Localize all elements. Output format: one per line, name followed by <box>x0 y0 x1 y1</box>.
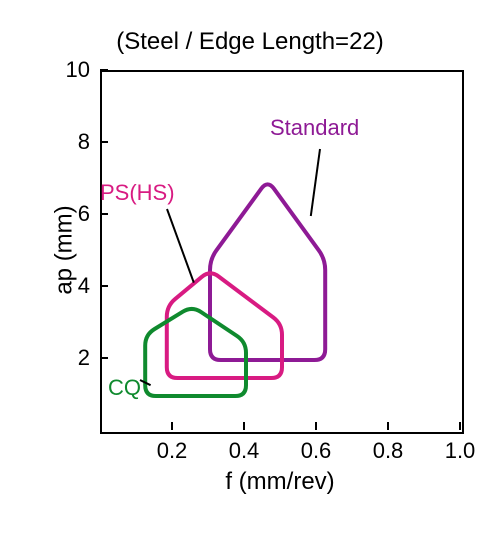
region-standard <box>210 184 325 360</box>
x-tick-mark <box>387 422 389 430</box>
series-label-standard: Standard <box>270 115 359 141</box>
region-cq <box>145 309 246 396</box>
y-tick-label: 6 <box>50 201 90 227</box>
series-label-cq: CQ <box>108 375 141 401</box>
y-tick-mark <box>100 285 108 287</box>
x-tick-label: 0.4 <box>229 438 260 464</box>
y-tick-label: 10 <box>50 57 90 83</box>
y-tick-label: 8 <box>50 129 90 155</box>
chart-title: (Steel / Edge Length=22) <box>0 28 500 56</box>
x-tick-mark <box>315 422 317 430</box>
series-label-pshs: PS(HS) <box>100 180 175 206</box>
leader-standard <box>311 149 320 216</box>
y-tick-mark <box>100 213 108 215</box>
x-tick-mark <box>171 422 173 430</box>
x-tick-label: 1.0 <box>445 438 476 464</box>
x-tick-mark <box>459 422 461 430</box>
chart-container: (Steel / Edge Length=22) ap (mm) f (mm/r… <box>0 0 500 550</box>
x-tick-label: 0.2 <box>157 438 188 464</box>
leader-pshs <box>167 209 194 283</box>
y-tick-label: 2 <box>50 345 90 371</box>
y-tick-mark <box>100 141 108 143</box>
x-tick-label: 0.8 <box>373 438 404 464</box>
x-tick-label: 0.6 <box>301 438 332 464</box>
x-axis-label: f (mm/rev) <box>100 468 460 496</box>
y-tick-mark <box>100 357 108 359</box>
y-tick-label: 4 <box>50 273 90 299</box>
y-tick-mark <box>100 69 108 71</box>
x-tick-mark <box>243 422 245 430</box>
